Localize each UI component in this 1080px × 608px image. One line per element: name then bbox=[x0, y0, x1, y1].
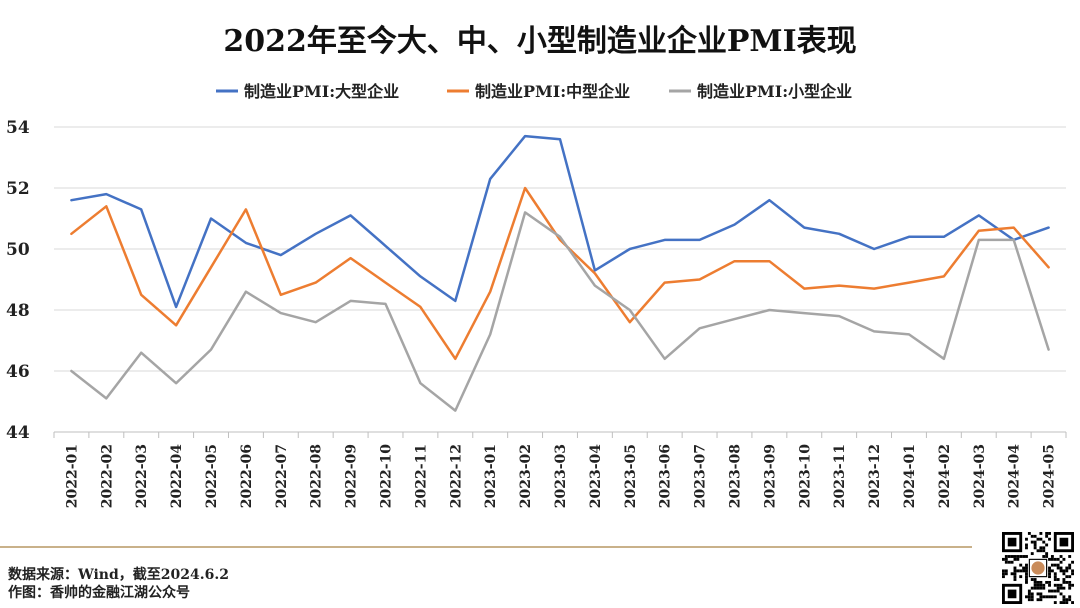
series-lines bbox=[70, 134, 1050, 412]
x-tick-label: 2022-01 bbox=[64, 444, 80, 508]
qr-code-icon bbox=[1002, 532, 1074, 604]
x-tick-label: 2022-10 bbox=[379, 444, 395, 509]
x-tick-label: 2024-02 bbox=[937, 444, 953, 508]
x-tick-label: 2023-01 bbox=[483, 444, 499, 508]
x-tick-label: 2023-03 bbox=[553, 444, 569, 508]
x-tick-label: 2024-03 bbox=[972, 444, 988, 508]
legend: 制造业PMI:大型企业 制造业PMI:中型企业 制造业PMI:小型企业 bbox=[216, 82, 852, 101]
y-tick-label: 52 bbox=[6, 179, 30, 199]
series-line-3 bbox=[70, 211, 1050, 412]
x-tick-label: 2023-07 bbox=[693, 444, 709, 508]
y-tick-label: 48 bbox=[6, 301, 30, 321]
x-tick-label: 2024-05 bbox=[1042, 444, 1058, 508]
x-tick-label: 2024-04 bbox=[1007, 444, 1023, 509]
x-tick-label: 2023-09 bbox=[762, 444, 778, 508]
y-tick-label: 54 bbox=[6, 118, 30, 138]
gridlines bbox=[54, 126, 1066, 433]
x-tick-label: 2022-08 bbox=[309, 444, 325, 508]
x-tick-label: 2023-04 bbox=[588, 444, 604, 509]
x-tick-label: 2023-08 bbox=[727, 444, 743, 508]
y-tick-label: 44 bbox=[6, 423, 30, 443]
x-tick-label: 2023-06 bbox=[658, 444, 674, 508]
x-tick-label: 2023-05 bbox=[623, 444, 639, 508]
x-tick-label: 2022-03 bbox=[134, 444, 150, 508]
y-tick-label: 46 bbox=[6, 362, 30, 382]
y-tick-label: 50 bbox=[6, 240, 30, 260]
chart-title: 2022年至今大、中、小型制造业企业PMI表现 bbox=[223, 24, 856, 59]
x-tick-label: 2022-02 bbox=[99, 444, 115, 508]
x-tick-label: 2022-04 bbox=[169, 444, 185, 509]
series-line-1 bbox=[70, 134, 1050, 309]
x-tick-label: 2022-09 bbox=[344, 444, 360, 508]
legend-label: 制造业PMI:中型企业 bbox=[475, 82, 630, 101]
legend-label: 制造业PMI:小型企业 bbox=[697, 82, 852, 101]
x-tick-label: 2023-11 bbox=[832, 444, 848, 508]
x-tick-label: 2022-05 bbox=[204, 444, 220, 508]
x-tick-label: 2023-12 bbox=[867, 444, 883, 508]
x-tick-label: 2022-06 bbox=[239, 444, 255, 508]
source-note: 数据来源：Wind，截至2024.6.2 bbox=[8, 567, 229, 583]
legend-label: 制造业PMI:大型企业 bbox=[244, 82, 399, 101]
x-tick-label: 2024-01 bbox=[902, 444, 918, 508]
x-tick-label: 2023-10 bbox=[797, 444, 813, 509]
x-tick-label: 2022-07 bbox=[274, 444, 290, 508]
y-axis: 44 46 48 50 52 54 bbox=[6, 118, 30, 443]
x-axis: 2022-01 2022-02 2022-03 2022-04 2022-05 2022-… bbox=[53, 432, 1067, 509]
x-tick-label: 2023-02 bbox=[518, 444, 534, 508]
x-tick-label: 2022-12 bbox=[448, 444, 464, 508]
author-note: 作图：香帅的金融江湖公众号 bbox=[8, 585, 190, 601]
x-tick-label: 2022-11 bbox=[413, 444, 429, 508]
